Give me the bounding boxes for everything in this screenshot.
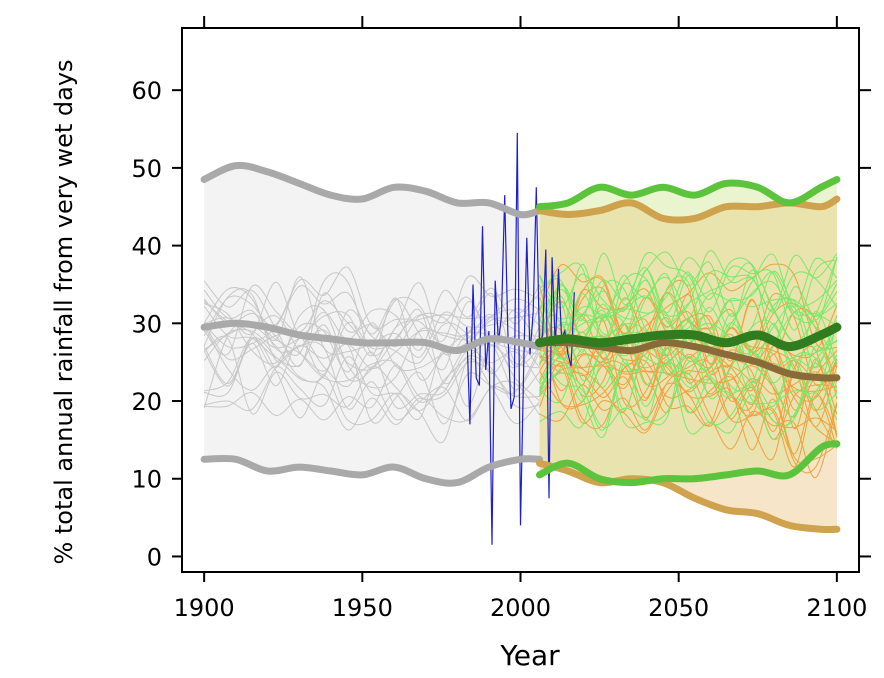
rcp-high-member-line <box>539 354 838 461</box>
rcp-low-member-line <box>539 250 838 320</box>
rcp-high-member-line <box>539 276 838 387</box>
historical-member-line <box>203 337 540 410</box>
historical-median-line <box>200 319 543 355</box>
y-axis: 0 10 20 30 40 50 60 <box>131 77 871 571</box>
historical-member-line <box>203 336 540 444</box>
historical-member-line <box>203 335 540 415</box>
y-tick-label: 0 <box>147 543 162 571</box>
rcp-low-member-line <box>539 318 838 404</box>
rcp-high-member-line <box>539 323 838 428</box>
y-axis-title: % total annual rainfall from very wet da… <box>50 59 78 564</box>
historical-member-line <box>203 285 540 371</box>
x-tick-label: 1950 <box>332 594 393 622</box>
rcp-high-member-line <box>539 263 838 350</box>
historical-lower-line <box>200 454 543 487</box>
historical-member-line <box>203 297 540 381</box>
rcp-low-member-line <box>539 262 838 341</box>
rcp-low-member-line <box>539 269 838 340</box>
x-tick-label: 2050 <box>648 594 709 622</box>
rcp-high-member-line <box>539 346 838 408</box>
rcp-low-member-line <box>539 313 838 385</box>
rcp-low-member-line <box>539 276 838 365</box>
rcp-low-member-line <box>539 262 838 349</box>
percentile-lines <box>200 161 842 534</box>
rcp-high-member-line <box>539 336 838 464</box>
observed-line <box>466 132 575 545</box>
rcp-high-member-line <box>539 326 837 440</box>
historical-member-line <box>203 281 540 351</box>
rcp-high-member-line <box>539 347 838 432</box>
historical-member-line <box>203 324 540 421</box>
historical-member-line <box>204 361 540 421</box>
y-tick-label: 10 <box>131 466 162 494</box>
rcp-high-lower-line <box>536 459 841 534</box>
x-axis: 1900 1950 2000 2050 2100 <box>174 16 867 622</box>
rcp-low-member-line <box>539 275 838 372</box>
historical-member-line <box>203 288 540 370</box>
x-axis-title: Year <box>499 639 560 672</box>
x-tick-label: 2000 <box>490 594 551 622</box>
x-tick-label: 2100 <box>806 594 867 622</box>
historical-member-line <box>204 337 540 431</box>
rcp-low-member-line <box>539 358 838 440</box>
rcp-low-member-line <box>539 340 838 418</box>
y-tick-label: 60 <box>131 77 162 105</box>
rcp-low-median-line <box>535 322 842 352</box>
x-tick-label: 1900 <box>174 594 235 622</box>
rcp-low-member-line <box>539 256 838 343</box>
rcp-high-member-line <box>539 286 838 365</box>
y-tick-label: 40 <box>131 233 162 261</box>
historical-upper-line <box>200 161 543 219</box>
y-tick-label: 50 <box>131 155 162 183</box>
rcp-low-member-line <box>539 300 838 383</box>
rcp-high-member-line <box>539 357 838 455</box>
rcp-low-member-line <box>539 339 838 429</box>
observed-series <box>466 132 575 545</box>
y-tick-label: 30 <box>131 310 162 338</box>
rcp-low-upper-line <box>536 176 841 211</box>
y-tick-label: 20 <box>131 388 162 416</box>
historical-member-line <box>203 308 540 385</box>
rcp-low-lower-line <box>536 440 841 487</box>
rcp-low-member-line <box>539 263 838 346</box>
